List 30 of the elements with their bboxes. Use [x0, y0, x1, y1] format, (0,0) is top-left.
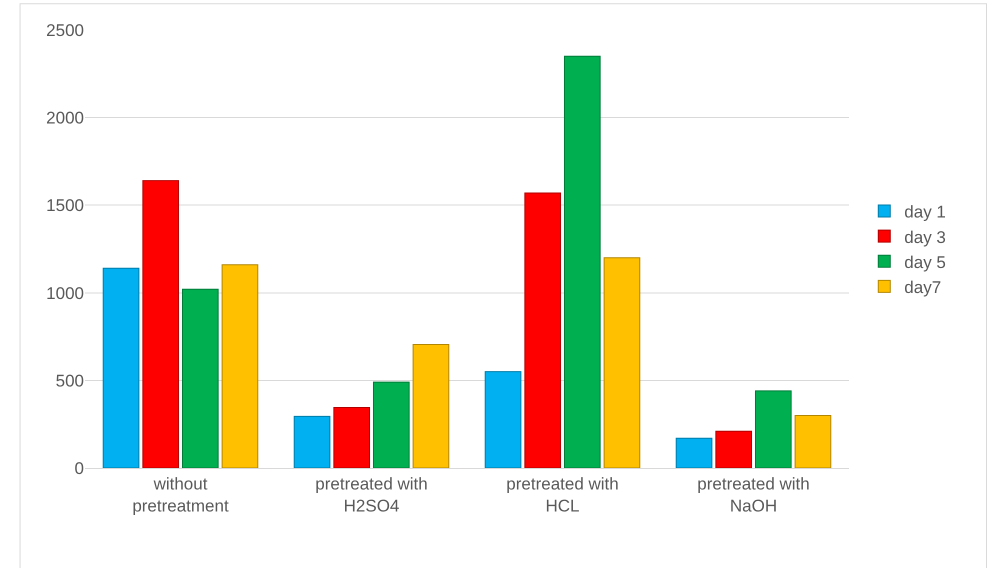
legend-label: day7 [904, 278, 942, 297]
y-tick-label: 2000 [46, 108, 84, 128]
bar [794, 414, 832, 468]
bar [676, 438, 712, 468]
x-tick-label: without pretreatment [132, 474, 229, 516]
bar [294, 416, 330, 468]
bar [715, 430, 752, 468]
y-tick-label: 1000 [46, 284, 84, 303]
x-tick-label: pretreated with HCL [506, 474, 619, 516]
x-tick-label: pretreated with NaOH [697, 474, 810, 516]
bar [222, 264, 258, 468]
bar [372, 382, 410, 468]
legend-label: day 1 [904, 202, 946, 222]
y-tick-label: 500 [56, 371, 84, 390]
bar [564, 56, 601, 468]
bar [333, 407, 370, 468]
y-tick-label: 0 [74, 458, 84, 478]
bar [604, 257, 640, 468]
bar [182, 288, 219, 468]
bar [524, 192, 562, 468]
bar [102, 268, 140, 468]
bar [412, 344, 450, 468]
legend-label: day 5 [904, 252, 946, 272]
bar [142, 180, 180, 468]
bar [754, 390, 792, 468]
bar [484, 371, 522, 468]
legend-label: day 3 [904, 228, 946, 247]
y-tick-label: 1500 [46, 196, 84, 216]
y-tick-label: 2500 [46, 20, 84, 40]
x-tick-label: pretreated with H2SO4 [315, 474, 428, 516]
